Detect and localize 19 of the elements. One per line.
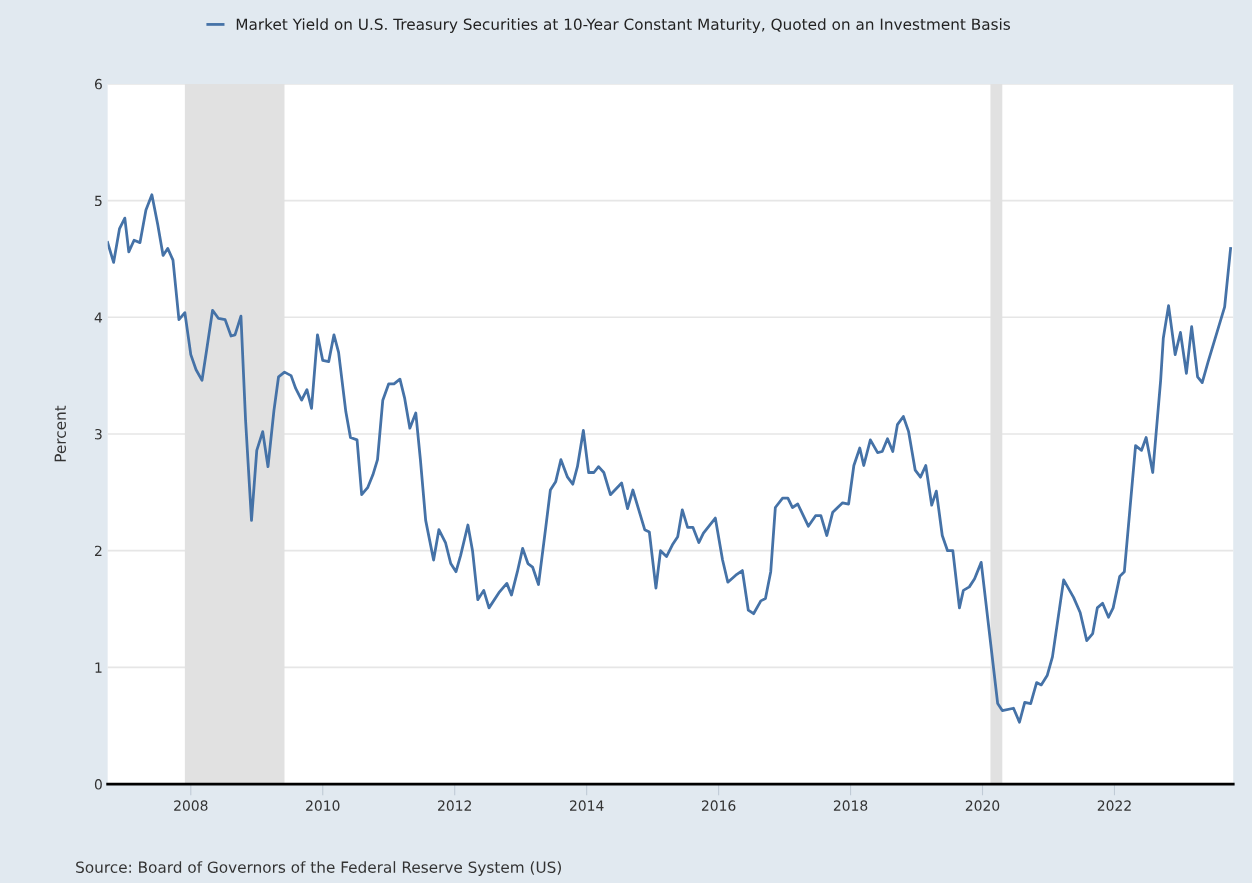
- x-tick-label: 2018: [833, 800, 868, 811]
- x-tick-label: 2022: [1097, 800, 1131, 811]
- x-tick-label: 2010: [306, 800, 340, 811]
- source-note: Source: Board of Governors of the Federal Reserve System (US): [76, 861, 561, 876]
- x-tick-label: 2012: [438, 800, 471, 811]
- x-tick-label: 2014: [570, 800, 604, 811]
- y-tick-label: 5: [95, 195, 102, 207]
- y-tick-label: 2: [94, 545, 102, 556]
- legend-label: Market Yield on U.S. Treasury Securities at 10-Year Constant Maturity, Quoted on an Investment Basis: [236, 18, 1011, 33]
- line-series: [107, 193, 1232, 724]
- y-tick-label: 1: [95, 662, 102, 673]
- y-tick-label: 3: [95, 428, 102, 440]
- y-tick-label: 0: [94, 779, 102, 790]
- x-tick-label: 2016: [701, 800, 736, 811]
- x-tick-label: 2008: [174, 800, 208, 811]
- x-tick-label: 2020: [965, 800, 1000, 811]
- y-tick-label: 6: [94, 78, 102, 90]
- y-axis-title: Percent: [54, 405, 67, 462]
- y-tick-label: 4: [94, 312, 103, 323]
